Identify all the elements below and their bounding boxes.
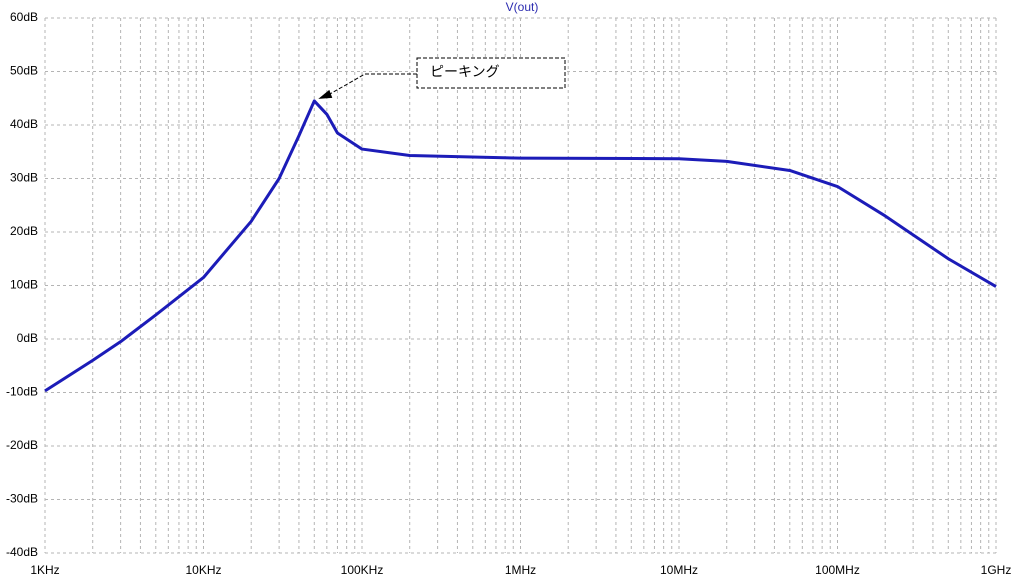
y-tick-label: 10dB — [10, 278, 38, 292]
x-tick-label: 10MHz — [660, 563, 698, 577]
annotation-box — [416, 57, 566, 89]
grid — [44, 17, 997, 554]
x-tick-label: 1GHz — [981, 563, 1012, 577]
annotation: ピーキング — [430, 64, 500, 80]
y-tick-label: 0dB — [17, 331, 38, 345]
y-tick-label: -40dB — [6, 545, 38, 559]
y-tick-label: -30dB — [6, 492, 38, 506]
x-tick-label: 100MHz — [815, 563, 860, 577]
x-tick-label: 1KHz — [30, 563, 59, 577]
y-tick-label: 30dB — [10, 171, 38, 185]
x-tick-label: 100KHz — [341, 563, 384, 577]
chart-title: V(out) — [506, 0, 539, 14]
y-tick-label: 20dB — [10, 224, 38, 238]
annotation-arrow — [328, 73, 417, 96]
y-tick-label: -20dB — [6, 438, 38, 452]
line-series — [44, 99, 997, 393]
y-tick-label: 40dB — [10, 117, 38, 131]
y-tick-label: 60dB — [10, 10, 38, 24]
y-tick-label: 50dB — [10, 64, 38, 78]
y-tick-label: -10dB — [6, 385, 38, 399]
x-tick-label: 10KHz — [185, 563, 221, 577]
annotation-arrowhead — [318, 89, 333, 99]
x-tick-label: 1MHz — [505, 563, 536, 577]
